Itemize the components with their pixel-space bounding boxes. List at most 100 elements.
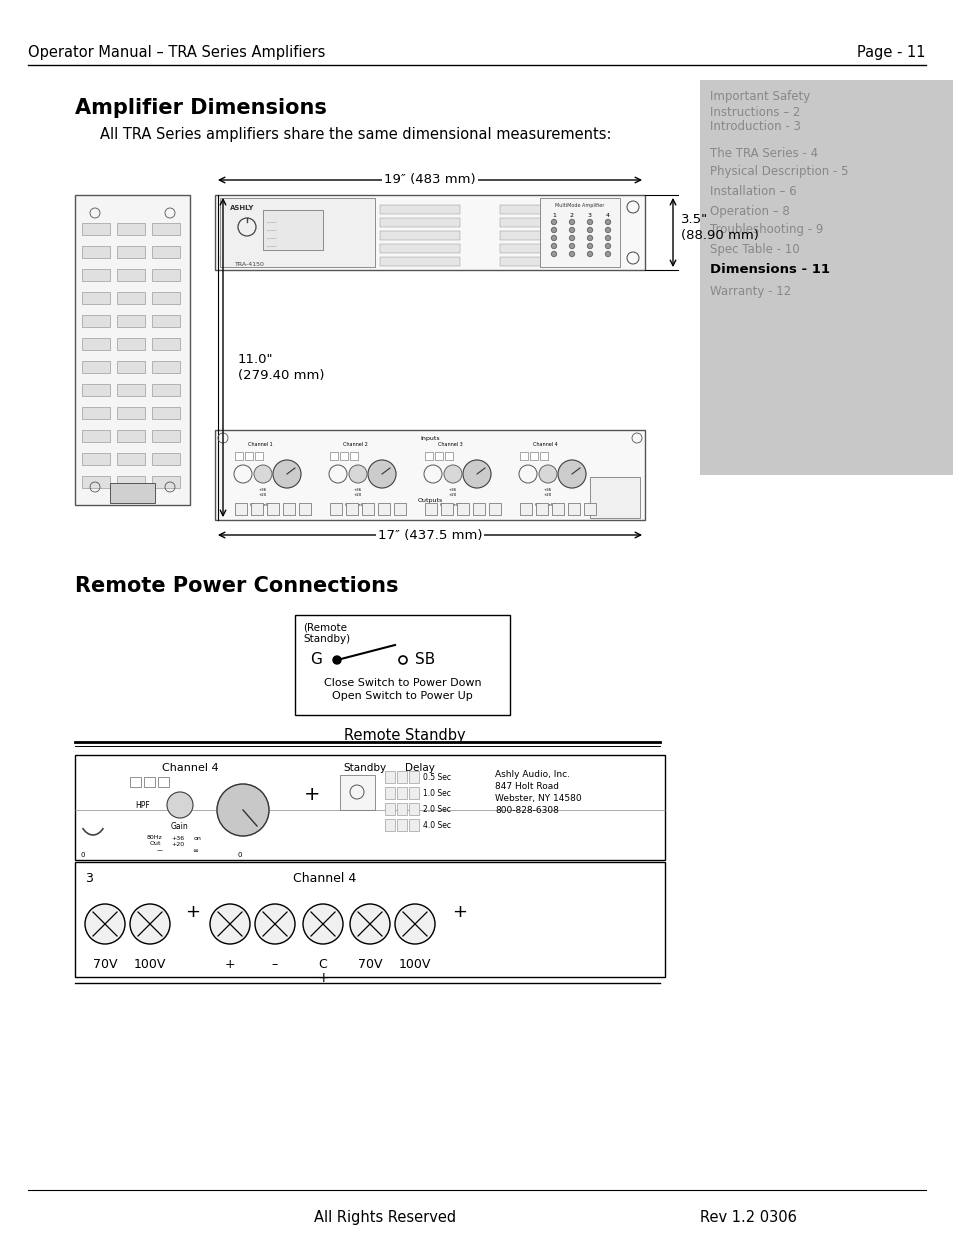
Circle shape — [254, 904, 294, 944]
Circle shape — [167, 792, 193, 818]
Circle shape — [130, 904, 170, 944]
Circle shape — [551, 227, 556, 232]
Text: The TRA Series - 4: The TRA Series - 4 — [709, 147, 818, 161]
Text: 2.0 Sec: 2.0 Sec — [422, 804, 451, 814]
Bar — [234, 452, 243, 459]
Bar — [298, 503, 311, 515]
Bar — [350, 452, 357, 459]
Text: Channel 2: Channel 2 — [344, 503, 365, 508]
Bar — [339, 452, 348, 459]
Bar — [117, 430, 145, 442]
Text: 100V: 100V — [398, 958, 431, 971]
Bar — [519, 452, 527, 459]
Bar — [152, 338, 180, 350]
Bar — [75, 195, 190, 505]
Bar — [263, 210, 323, 249]
Bar — [254, 452, 263, 459]
Bar — [152, 361, 180, 373]
Text: 17″ (437.5 mm): 17″ (437.5 mm) — [377, 529, 482, 541]
Text: Webster, NY 14580: Webster, NY 14580 — [495, 794, 581, 803]
Bar — [117, 338, 145, 350]
Bar — [567, 503, 579, 515]
Bar — [409, 787, 418, 799]
Bar — [385, 771, 395, 783]
Bar — [700, 80, 953, 475]
Circle shape — [605, 236, 610, 241]
Text: Warranty - 12: Warranty - 12 — [709, 285, 790, 298]
Bar — [379, 205, 459, 214]
Text: 70V: 70V — [357, 958, 382, 971]
Text: Page - 11: Page - 11 — [857, 44, 925, 59]
Bar — [117, 384, 145, 396]
Bar — [82, 453, 110, 466]
Circle shape — [605, 252, 610, 257]
Text: 1.0 Sec: 1.0 Sec — [422, 788, 451, 798]
Bar — [409, 771, 418, 783]
Text: ------: ------ — [267, 220, 277, 225]
Bar — [152, 475, 180, 488]
Bar — [583, 503, 596, 515]
Text: Channel 3: Channel 3 — [437, 442, 462, 447]
Circle shape — [569, 220, 574, 225]
Text: +: + — [185, 903, 200, 921]
Text: MultiMode Amplifier: MultiMode Amplifier — [555, 203, 604, 207]
Bar — [499, 219, 579, 227]
Circle shape — [443, 466, 461, 483]
Text: Channel 1: Channel 1 — [248, 442, 273, 447]
Text: (Remote
Standby): (Remote Standby) — [303, 622, 350, 645]
Bar — [152, 384, 180, 396]
Text: 80Hz
Out: 80Hz Out — [147, 835, 163, 846]
Bar — [519, 503, 532, 515]
Text: Physical Description - 5: Physical Description - 5 — [709, 165, 847, 178]
Bar — [385, 803, 395, 815]
Bar — [152, 291, 180, 304]
Bar — [499, 257, 579, 266]
Text: Open Switch to Power Up: Open Switch to Power Up — [332, 692, 473, 701]
Bar — [456, 503, 469, 515]
Bar — [144, 777, 154, 787]
Text: All Rights Reserved: All Rights Reserved — [314, 1210, 456, 1225]
Bar — [117, 408, 145, 419]
Text: 100V: 100V — [133, 958, 166, 971]
Text: 4: 4 — [605, 212, 609, 219]
Bar — [158, 777, 169, 787]
Text: Channel 4: Channel 4 — [294, 872, 356, 885]
Circle shape — [333, 656, 340, 664]
Circle shape — [462, 459, 491, 488]
Circle shape — [587, 252, 592, 257]
Text: Operator Manual – TRA Series Amplifiers: Operator Manual – TRA Series Amplifiers — [28, 44, 325, 59]
Text: Installation – 6: Installation – 6 — [709, 185, 796, 198]
Text: 19″ (483 mm): 19″ (483 mm) — [384, 173, 476, 186]
Circle shape — [350, 904, 390, 944]
Bar — [424, 452, 433, 459]
Text: 0.5 Sec: 0.5 Sec — [422, 773, 451, 782]
Bar — [396, 771, 407, 783]
Circle shape — [587, 243, 592, 248]
Text: ––: –– — [156, 847, 163, 853]
Bar — [82, 338, 110, 350]
Bar — [283, 503, 294, 515]
Circle shape — [551, 220, 556, 225]
Text: Spec Table - 10: Spec Table - 10 — [709, 243, 799, 256]
Circle shape — [253, 466, 272, 483]
Bar — [152, 246, 180, 258]
Bar — [394, 503, 406, 515]
Text: +36
+20: +36 +20 — [258, 488, 267, 496]
Text: SB: SB — [415, 652, 435, 667]
Bar — [220, 198, 375, 267]
Text: Close Switch to Power Down: Close Switch to Power Down — [323, 678, 481, 688]
Text: on: on — [193, 836, 202, 841]
Bar — [330, 503, 341, 515]
Text: Remote Power Connections: Remote Power Connections — [75, 576, 398, 597]
Bar — [539, 452, 547, 459]
Circle shape — [273, 459, 301, 488]
Circle shape — [216, 784, 269, 836]
Bar — [589, 477, 639, 517]
Circle shape — [210, 904, 250, 944]
Circle shape — [605, 243, 610, 248]
Text: 3.5"
(88.90 mm): 3.5" (88.90 mm) — [680, 212, 758, 242]
Text: +36
+20: +36 +20 — [172, 836, 184, 847]
Text: +: + — [316, 971, 329, 986]
Text: Outputs: Outputs — [416, 498, 442, 503]
Bar — [82, 408, 110, 419]
